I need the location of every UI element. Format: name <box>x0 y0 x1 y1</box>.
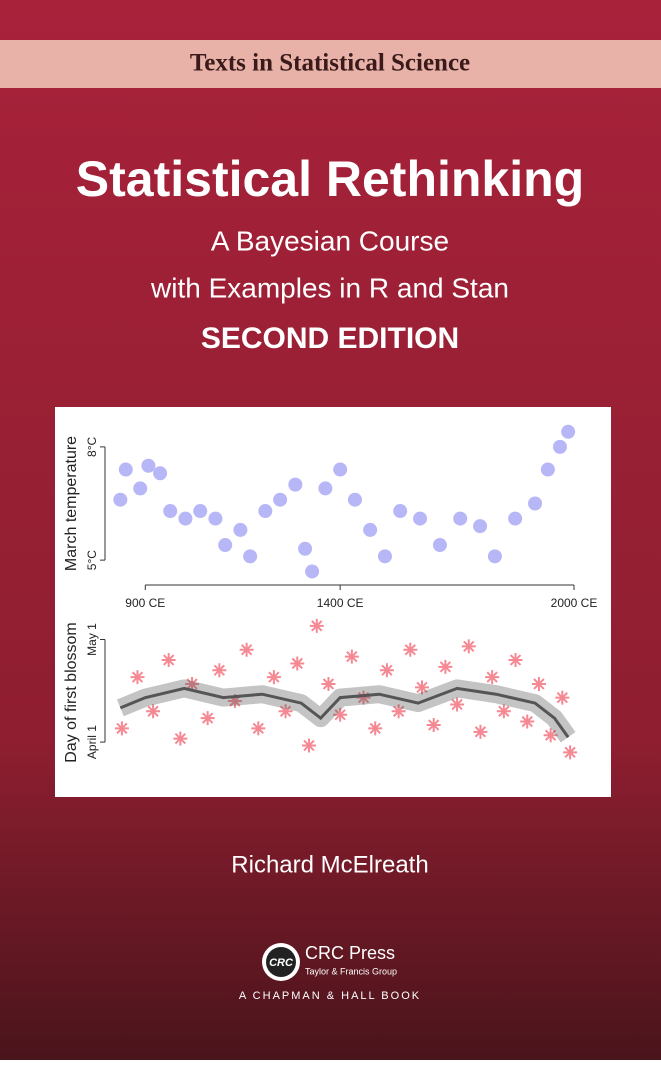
point <box>461 639 476 654</box>
point <box>266 670 281 685</box>
point <box>487 549 502 564</box>
point <box>200 711 215 726</box>
logo-text: CRC <box>269 957 294 969</box>
point <box>393 504 408 519</box>
y-tick-label: 8°C <box>85 436 99 456</box>
point <box>298 541 313 556</box>
x-tick-label: 900 CE <box>125 596 165 610</box>
point <box>432 538 447 553</box>
point <box>496 704 511 719</box>
y-tick-label: April 1 <box>85 725 99 759</box>
subtitle: A Bayesian Course <box>211 225 449 256</box>
point <box>278 704 293 719</box>
point <box>333 707 348 722</box>
point <box>243 549 258 564</box>
point <box>227 694 242 709</box>
subtitle: with Examples in R and Stan <box>150 272 509 303</box>
point <box>453 511 468 526</box>
y-tick-label: May 1 <box>85 623 99 656</box>
point <box>555 690 570 705</box>
y-axis-label: March temperature <box>63 436 80 571</box>
point <box>208 511 223 526</box>
figure: 5°C 8°C March temperature 900 CE 1400 CE 2000… <box>63 424 598 763</box>
author: Richard McElreath <box>231 851 428 878</box>
point <box>344 649 359 664</box>
point <box>212 663 227 678</box>
point <box>141 458 156 473</box>
point <box>333 462 348 477</box>
point <box>368 721 383 736</box>
logo-inner <box>266 947 296 977</box>
point <box>318 481 333 496</box>
point <box>438 659 453 674</box>
point <box>163 504 178 519</box>
point <box>485 670 500 685</box>
point <box>193 504 208 519</box>
point <box>305 564 320 579</box>
point <box>356 690 371 705</box>
publisher-group: Taylor & Francis Group <box>305 966 397 976</box>
point <box>377 549 392 564</box>
point <box>251 721 266 736</box>
x-tick-label: 1400 CE <box>317 596 364 610</box>
point <box>508 511 523 526</box>
point <box>413 511 428 526</box>
point <box>347 492 362 507</box>
point <box>290 656 305 671</box>
y-tick-label: 5°C <box>85 550 99 570</box>
point <box>153 466 168 481</box>
point <box>450 697 465 712</box>
imprint: A CHAPMAN & HALL BOOK <box>239 990 421 1002</box>
point <box>520 714 535 729</box>
x-tick-label: 2000 CE <box>551 596 598 610</box>
trend-line <box>119 686 570 739</box>
point <box>301 738 316 753</box>
point <box>528 496 543 511</box>
point <box>473 519 488 534</box>
series-label: Texts in Statistical Science <box>190 50 470 77</box>
point <box>540 462 555 477</box>
point <box>309 618 324 633</box>
point <box>173 731 188 746</box>
point <box>288 477 303 492</box>
point <box>415 680 429 695</box>
point <box>403 642 418 657</box>
point <box>161 653 176 668</box>
series-band <box>0 40 661 88</box>
point <box>130 670 145 685</box>
point <box>133 481 148 496</box>
point <box>321 676 336 691</box>
point <box>258 504 273 519</box>
point <box>391 704 406 719</box>
point <box>379 663 394 678</box>
point <box>118 462 133 477</box>
point <box>426 717 441 732</box>
point <box>561 424 576 439</box>
point <box>239 642 254 657</box>
point <box>114 721 129 736</box>
point <box>531 676 546 691</box>
edition: SECOND EDITION <box>201 322 459 355</box>
point <box>185 676 200 691</box>
publisher-name: CRC Press <box>305 943 395 963</box>
point <box>508 653 523 668</box>
y-axis-label: Day of first blossom <box>63 622 80 762</box>
point <box>233 522 248 537</box>
point <box>543 728 558 743</box>
point <box>473 724 488 739</box>
point <box>363 522 378 537</box>
point <box>563 745 578 760</box>
point <box>113 492 128 507</box>
point <box>273 492 288 507</box>
point <box>146 704 161 719</box>
point <box>218 538 233 553</box>
point <box>178 511 193 526</box>
point <box>552 439 567 454</box>
title: Statistical Rethinking <box>76 151 584 207</box>
